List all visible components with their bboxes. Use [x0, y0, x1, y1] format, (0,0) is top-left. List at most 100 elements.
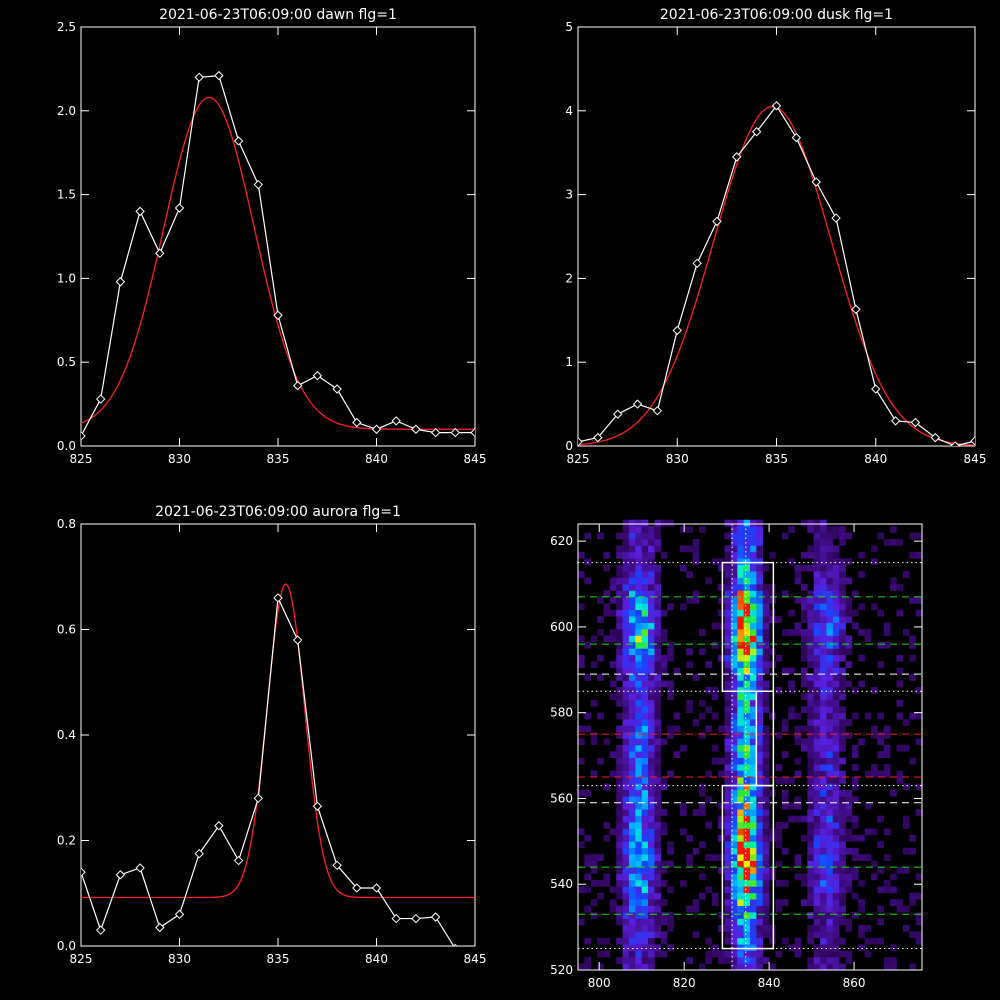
heatmap-cell	[622, 815, 630, 823]
heatmap-cell	[724, 860, 732, 868]
heatmap-cell	[750, 873, 757, 881]
heatmap-cell	[641, 744, 649, 752]
heatmap-cell	[616, 809, 623, 816]
heatmap-cell	[718, 802, 725, 810]
heatmap-cell	[616, 802, 623, 810]
heatmap-cell	[654, 879, 662, 887]
heatmap-cell	[660, 912, 668, 919]
heatmap-cell	[826, 764, 834, 771]
heatmap-cell	[635, 873, 642, 881]
heatmap-cell	[775, 841, 783, 849]
heatmap-cell	[845, 815, 853, 823]
x-tick-label: 835	[267, 952, 290, 966]
heatmap-cell	[762, 738, 770, 746]
heatmap-cell	[692, 590, 700, 598]
heatmap-cell	[578, 661, 585, 668]
heatmap-cell	[578, 635, 585, 643]
heatmap-cell	[584, 937, 592, 945]
heatmap-cell	[692, 719, 700, 726]
heatmap-cell	[699, 873, 706, 881]
heatmap-cell	[648, 828, 655, 836]
heatmap-cell	[794, 944, 802, 951]
heatmap-cell	[622, 667, 630, 675]
heatmap-cell	[578, 886, 585, 894]
heatmap-cell	[686, 699, 693, 707]
heatmap-cell	[699, 789, 706, 797]
heatmap-cell	[730, 886, 738, 894]
heatmap-cell	[845, 950, 853, 958]
heatmap-cell	[820, 873, 827, 881]
heatmap-cell	[820, 879, 827, 887]
heatmap-cell	[807, 616, 814, 623]
heatmap-cell	[832, 712, 840, 720]
heatmap-cell	[609, 899, 617, 906]
heatmap-cell	[756, 603, 764, 611]
heatmap-cell	[737, 912, 744, 919]
heatmap-cell	[743, 828, 751, 836]
heatmap-cell	[737, 526, 744, 533]
heatmap-cell	[730, 667, 738, 675]
heatmap-cell	[679, 879, 687, 887]
heatmap-cell	[616, 815, 623, 823]
heatmap-cell	[832, 789, 840, 797]
heatmap-cell	[578, 551, 585, 559]
heatmap-cell	[820, 828, 827, 836]
heatmap-cell	[743, 609, 751, 617]
heatmap-cell	[845, 680, 853, 688]
heatmap-cell	[622, 854, 630, 861]
heatmap-cell	[724, 892, 732, 900]
heatmap-cell	[616, 616, 623, 623]
heatmap-cell	[750, 789, 757, 797]
heatmap-cell	[622, 847, 630, 855]
heatmap-cell	[781, 667, 789, 675]
heatmap-cell	[635, 751, 642, 759]
x-tick-label: 840	[864, 452, 887, 466]
heatmap-cell	[622, 731, 630, 739]
heatmap-cell	[813, 706, 821, 713]
heatmap-cell	[743, 603, 751, 611]
heatmap-cell	[622, 963, 630, 971]
heatmap-cell	[820, 693, 827, 701]
heatmap-cell	[750, 545, 757, 553]
heatmap-cell	[654, 680, 662, 688]
x-tick-label: 845	[464, 952, 487, 966]
heatmap-cell	[807, 596, 814, 604]
heatmap-cell	[813, 796, 821, 804]
heatmap-cell	[788, 777, 795, 784]
data-point	[352, 417, 362, 428]
heatmap-cell	[756, 912, 764, 919]
heatmap-cell	[743, 822, 751, 829]
y-tick-label: 1	[565, 355, 573, 369]
heatmap-cell	[743, 770, 751, 778]
heatmap-cell	[832, 777, 840, 784]
heatmap-cell	[641, 616, 649, 623]
data-point	[332, 384, 342, 394]
heatmap-cell	[839, 648, 846, 656]
heatmap-cell	[737, 822, 744, 829]
heatmap-cell	[737, 667, 744, 675]
heatmap-cell	[775, 616, 783, 623]
heatmap-cell	[826, 571, 834, 578]
heatmap-cell	[858, 603, 865, 611]
heatmap-cell	[641, 899, 649, 906]
heatmap-cell	[877, 770, 885, 778]
heatmap-cell	[781, 796, 789, 804]
heatmap-cell	[692, 545, 700, 553]
heatmap-cell	[654, 725, 662, 733]
heatmap-cell	[597, 712, 604, 720]
heatmap-cell	[826, 693, 834, 701]
heatmap-cell	[737, 622, 744, 630]
heatmap-cell	[667, 519, 674, 527]
heatmap-cell	[628, 699, 636, 707]
heatmap-cell	[603, 879, 611, 887]
heatmap-cell	[762, 757, 770, 765]
heatmap-cell	[756, 950, 764, 958]
heatmap-cell	[750, 706, 757, 713]
heatmap-cell	[807, 963, 814, 971]
heatmap-cell	[826, 551, 834, 559]
heatmap-cell	[845, 834, 853, 842]
heatmap-cell	[730, 539, 738, 546]
heatmap-cell	[616, 686, 623, 694]
heatmap-cell	[641, 860, 649, 868]
heatmap-cell	[788, 526, 795, 533]
